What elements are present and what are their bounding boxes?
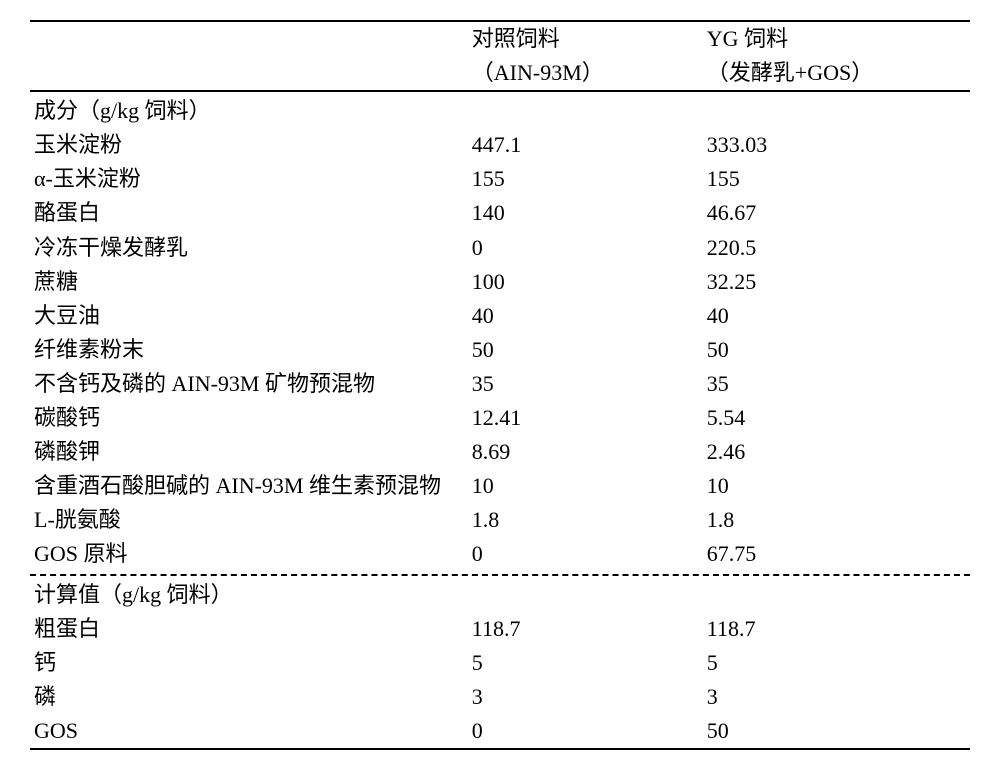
header-col1-line1: 对照饲料 <box>472 22 707 56</box>
section2-label: 计算值（g/kg 饲料） <box>30 578 472 612</box>
ingredient-val1: 140 <box>472 196 707 230</box>
ingredient-val2: 5.54 <box>707 401 970 435</box>
calculated-val2: 5 <box>707 646 970 680</box>
calculated-val2: 3 <box>707 680 970 714</box>
ingredient-val2: 32.25 <box>707 265 970 299</box>
ingredient-val1: 12.41 <box>472 401 707 435</box>
ingredient-val1: 100 <box>472 265 707 299</box>
calculated-val2: 50 <box>707 714 970 748</box>
ingredient-val2: 40 <box>707 299 970 333</box>
ingredient-label: 含重酒石酸胆碱的 AIN-93M 维生素预混物 <box>30 469 472 503</box>
calculated-val1: 3 <box>472 680 707 714</box>
ingredient-val2: 333.03 <box>707 128 970 162</box>
ingredient-label: 酪蛋白 <box>30 196 472 230</box>
ingredient-val1: 50 <box>472 333 707 367</box>
table-row: 冷冻干燥发酵乳 0 220.5 <box>30 231 970 265</box>
ingredient-label: 不含钙及磷的 AIN-93M 矿物预混物 <box>30 367 472 401</box>
ingredient-val1: 8.69 <box>472 435 707 469</box>
section-ingredients-header: 成分（g/kg 饲料） <box>30 92 970 128</box>
calculated-label: 粗蛋白 <box>30 612 472 646</box>
ingredient-val2: 50 <box>707 333 970 367</box>
ingredient-label: L-胱氨酸 <box>30 503 472 537</box>
ingredient-val1: 1.8 <box>472 503 707 537</box>
ingredient-label: 蔗糖 <box>30 265 472 299</box>
calculated-val1: 5 <box>472 646 707 680</box>
table-row: GOS 0 50 <box>30 714 970 750</box>
table-row: α-玉米淀粉 155 155 <box>30 162 970 196</box>
ingredient-val1: 0 <box>472 231 707 265</box>
table-row: 磷 3 3 <box>30 680 970 714</box>
feed-composition-table: 对照饲料 （AIN-93M） YG 饲料 （发酵乳+GOS） 成分（g/kg 饲… <box>30 20 970 750</box>
header-empty-cell <box>30 22 472 90</box>
header-col2-line2: （发酵乳+GOS） <box>707 56 970 90</box>
ingredient-val2: 155 <box>707 162 970 196</box>
header-yg-feed: YG 饲料 （发酵乳+GOS） <box>707 22 970 90</box>
ingredient-label: 纤维素粉末 <box>30 333 472 367</box>
header-col2-line1: YG 饲料 <box>707 22 970 56</box>
table-row: 玉米淀粉 447.1 333.03 <box>30 128 970 162</box>
ingredient-label: 冷冻干燥发酵乳 <box>30 231 472 265</box>
ingredient-val2: 35 <box>707 367 970 401</box>
table-row: 大豆油 40 40 <box>30 299 970 333</box>
table-row: L-胱氨酸 1.8 1.8 <box>30 503 970 537</box>
ingredient-val1: 0 <box>472 537 707 571</box>
ingredient-label: 碳酸钙 <box>30 401 472 435</box>
ingredient-val2: 67.75 <box>707 537 970 571</box>
ingredient-val1: 35 <box>472 367 707 401</box>
header-control-feed: 对照饲料 （AIN-93M） <box>472 22 707 90</box>
table-row: 含重酒石酸胆碱的 AIN-93M 维生素预混物 10 10 <box>30 469 970 503</box>
table-row: 酪蛋白 140 46.67 <box>30 196 970 230</box>
ingredient-val1: 447.1 <box>472 128 707 162</box>
table-row: 钙 5 5 <box>30 646 970 680</box>
ingredient-val1: 155 <box>472 162 707 196</box>
table-header-row: 对照饲料 （AIN-93M） YG 饲料 （发酵乳+GOS） <box>30 20 970 92</box>
ingredient-label: 磷酸钾 <box>30 435 472 469</box>
table-row: 不含钙及磷的 AIN-93M 矿物预混物 35 35 <box>30 367 970 401</box>
ingredient-val2: 46.67 <box>707 196 970 230</box>
section-calculated-header: 计算值（g/kg 饲料） <box>30 576 970 612</box>
calculated-label: 钙 <box>30 646 472 680</box>
calculated-val1: 0 <box>472 714 707 748</box>
table-row: GOS 原料 0 67.75 <box>30 537 970 575</box>
ingredient-label: 大豆油 <box>30 299 472 333</box>
ingredient-label: 玉米淀粉 <box>30 128 472 162</box>
ingredient-val2: 1.8 <box>707 503 970 537</box>
table-row: 碳酸钙 12.41 5.54 <box>30 401 970 435</box>
calculated-val1: 118.7 <box>472 612 707 646</box>
ingredient-val1: 10 <box>472 469 707 503</box>
table-row: 蔗糖 100 32.25 <box>30 265 970 299</box>
ingredient-label: α-玉米淀粉 <box>30 162 472 196</box>
calculated-label: 磷 <box>30 680 472 714</box>
section1-label: 成分（g/kg 饲料） <box>30 94 472 128</box>
header-col1-line2: （AIN-93M） <box>472 56 707 90</box>
calculated-label: GOS <box>30 714 472 748</box>
ingredient-val2: 10 <box>707 469 970 503</box>
table-row: 磷酸钾 8.69 2.46 <box>30 435 970 469</box>
ingredient-val1: 40 <box>472 299 707 333</box>
table-row: 粗蛋白 118.7 118.7 <box>30 612 970 646</box>
calculated-val2: 118.7 <box>707 612 970 646</box>
ingredient-label: GOS 原料 <box>30 537 472 571</box>
table-row: 纤维素粉末 50 50 <box>30 333 970 367</box>
ingredient-val2: 2.46 <box>707 435 970 469</box>
ingredient-val2: 220.5 <box>707 231 970 265</box>
